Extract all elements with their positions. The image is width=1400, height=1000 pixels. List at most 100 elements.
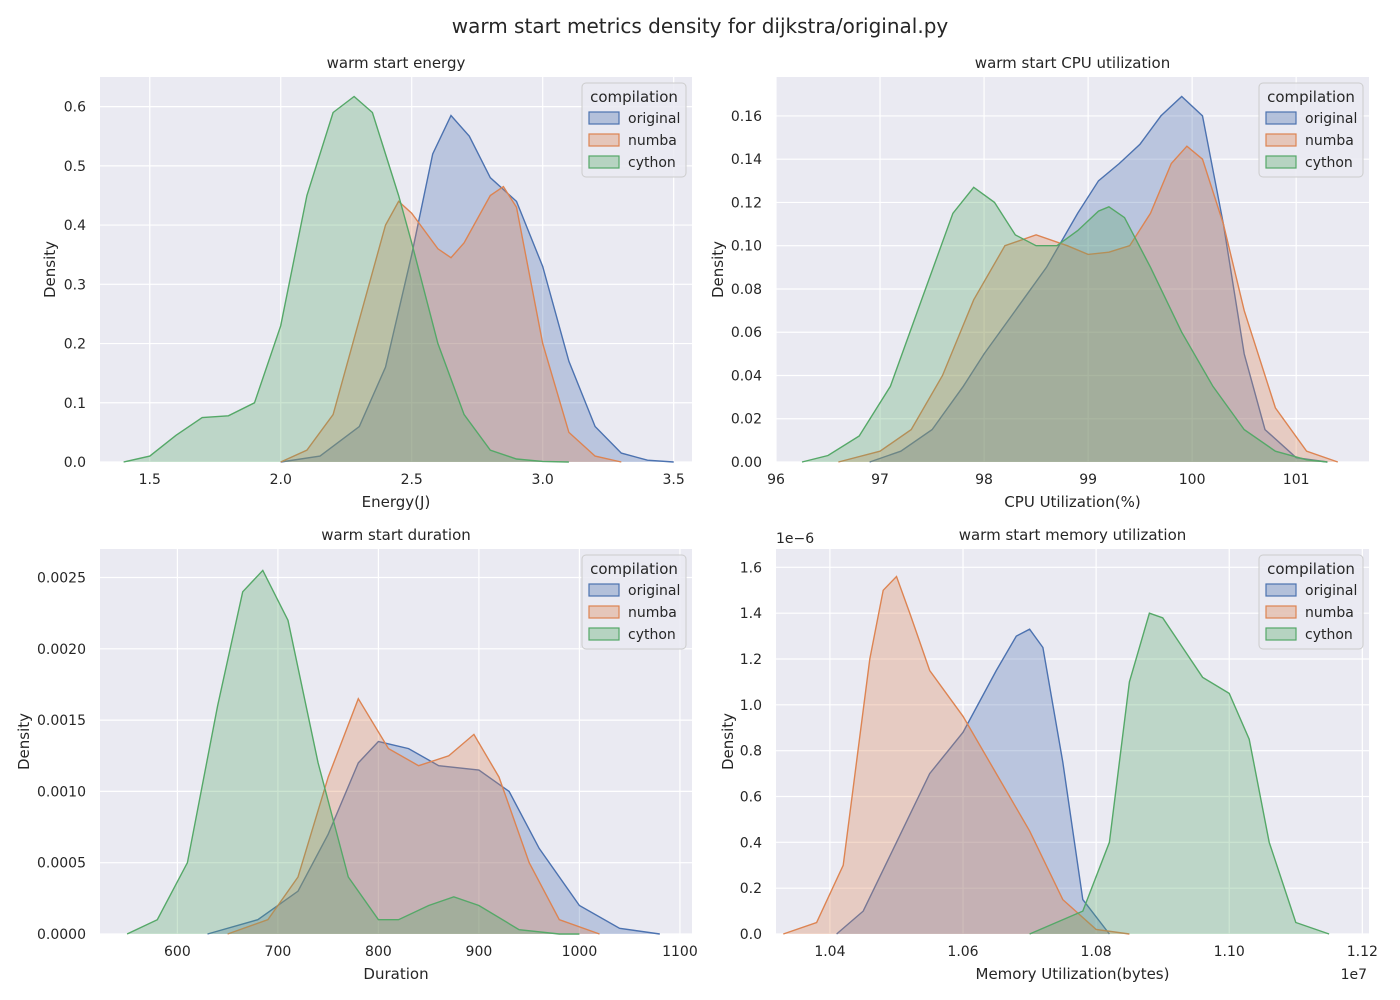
legend-swatch-numba [588,605,620,619]
subplot-title: warm start CPU utilization [975,54,1170,72]
y-tick-label: 0.0010 [37,784,86,800]
y-tick-label: 0.04 [731,368,762,384]
y-tick-label: 1.0 [740,698,762,714]
x-tick-label: 100 [1179,472,1206,488]
x-tick-label: 1.5 [139,472,161,488]
legend-entry-cython: cython [1305,155,1353,171]
density-area-original [836,629,1110,934]
y-tick-label: 0.2 [740,881,762,897]
y-tick-label: 0.0 [740,927,762,943]
legend-entry-numba: numba [628,133,677,149]
legend: compilation original numba cython [1258,554,1364,650]
x-tick-label: 1.04 [814,944,845,960]
legend-swatch-numba [1265,605,1297,619]
subplot-title: warm start energy [327,54,466,72]
density-line-cython [801,186,1328,463]
density-area-cython [802,187,1328,463]
density-area-original [280,115,674,462]
legend-entry-numba: numba [1305,605,1354,621]
density-area-cython [127,570,580,934]
y-tick-label: 1.4 [740,606,762,622]
y-tick-label: 0.14 [731,152,762,168]
legend-swatch-cython [1265,155,1297,169]
y-tick-label: 0.0 [64,455,86,471]
y-tick-label: 1.2 [740,652,762,668]
y-tick-label: 0.16 [731,109,762,125]
legend-entry-numba: numba [1305,133,1354,149]
y-tick-label: 0.0000 [37,927,86,943]
x-tick-label: 1000 [562,944,598,960]
legend-swatch-cython [1265,627,1297,641]
legend: compilation original numba cython [581,82,687,178]
legend-swatch-numba [588,133,620,147]
legend-swatch-original [588,583,620,597]
legend-entry-cython: cython [1305,627,1353,643]
legend-swatch-original [1265,111,1297,125]
legend-box [1258,554,1364,650]
x-tick-label: 1.12 [1347,944,1378,960]
x-tick-label: 96 [767,472,785,488]
density-area-cython [1029,613,1330,934]
x-tick-label: 98 [975,472,993,488]
y-axis-label: Density [709,241,727,298]
density-line-cython [126,569,580,935]
y-axis-label: Density [719,713,737,770]
density-area-numba [227,698,600,934]
y-tick-label: 0.02 [731,412,762,428]
x-tick-label: 101 [1283,472,1310,488]
subplot-4: 1.04 1.06 1.08 1.10 1.12 0.0 0.2 0.4 0.6 0.8 1.0 1.… [719,526,1378,983]
density-line-numba [227,697,600,935]
legend-entry-original: original [628,111,680,127]
legend-box [1258,82,1364,178]
legend-box [581,82,687,178]
density-line-cython [123,95,569,463]
y-tick-label: 0.4 [64,218,86,234]
x-tick-label: 3.0 [532,472,554,488]
x-tick-label: 1.10 [1214,944,1245,960]
density-area-cython [123,96,569,462]
y-tick-label: 0.0025 [37,571,86,587]
density-line-original [280,114,674,463]
legend-title: compilation [590,560,678,578]
x-tick-label: 1.08 [1081,944,1112,960]
x-tick-label: 700 [265,944,292,960]
density-line-original [836,628,1110,935]
x-exponent-label: 1e7 [1341,967,1367,983]
y-tick-label: 0.10 [731,239,762,255]
y-tick-label: 0.4 [740,835,762,851]
y-tick-label: 0.6 [64,100,86,116]
subplot-title: warm start memory utilization [959,526,1187,544]
x-tick-label: 97 [871,472,889,488]
subplot-3: 600 700 800 900 1000 1100 0.0000 0.0005 0.0010 0.… [15,526,698,983]
x-tick-label: 1100 [662,944,698,960]
x-tick-label: 2.5 [401,472,423,488]
y-tick-label: 0.06 [731,325,762,341]
density-line-original [207,740,660,935]
density-line-original [869,95,1328,463]
y-tick-label: 0.08 [731,282,762,298]
y-tick-label: 1.6 [740,560,762,576]
figure-title: warm start metrics density for dijkstra/… [451,14,949,38]
legend-swatch-cython [588,155,620,169]
subplot-1: 1.5 2.0 2.5 3.0 3.5 0.0 0.1 0.2 0.3 0.4 0.5 0.6 warm… [41,54,692,511]
legend-entry-cython: cython [628,155,676,171]
density-line-cython [1029,612,1330,935]
legend-entry-original: original [1305,583,1357,599]
density-area-numba [783,576,1130,934]
y-tick-label: 0.3 [64,277,86,293]
density-area-numba [280,186,622,462]
y-axis-label: Density [15,713,33,770]
y-tick-label: 0.00 [731,455,762,471]
y-tick-label: 0.0015 [37,713,86,729]
legend: compilation original numba cython [1258,82,1364,178]
density-line-numba [783,575,1130,935]
x-tick-label: 2.0 [270,472,292,488]
y-tick-label: 0.0005 [37,856,86,872]
legend: compilation original numba cython [581,554,687,650]
y-tick-label: 0.0020 [37,642,86,658]
y-tick-label: 0.8 [740,744,762,760]
x-tick-label: 900 [466,944,493,960]
legend-title: compilation [1267,88,1355,106]
legend-entry-original: original [628,583,680,599]
